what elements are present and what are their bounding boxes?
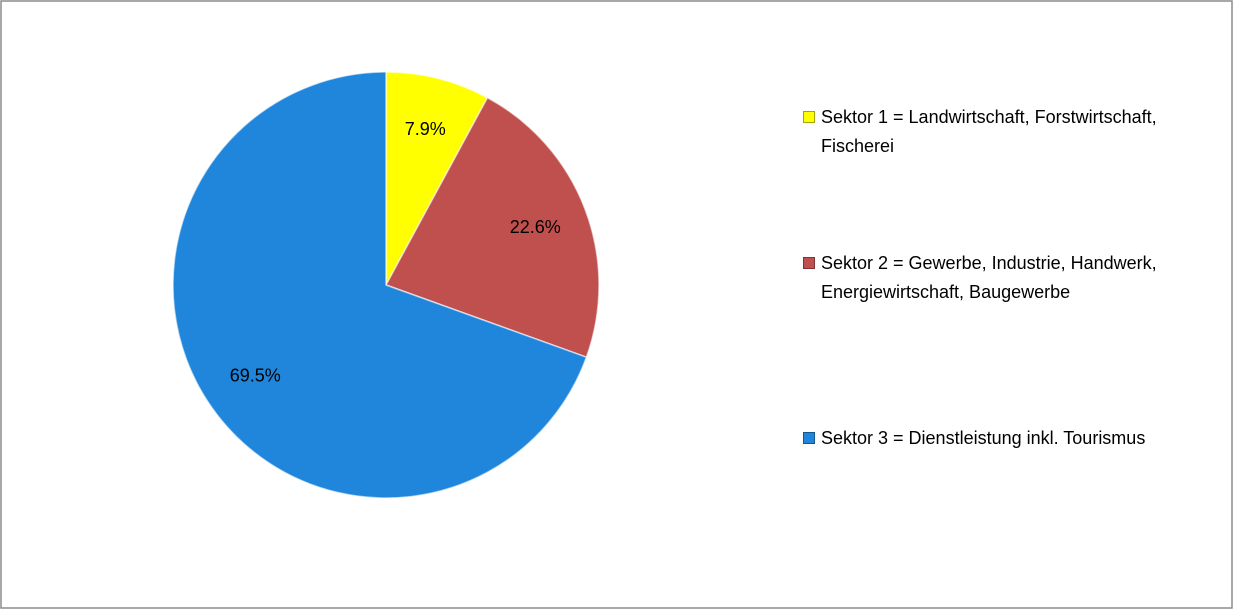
legend-item: Sektor 3 = Dienstleistung inkl. Tourismu…: [803, 424, 1163, 453]
legend-swatch: [803, 432, 815, 444]
data-label: 69.5%: [230, 366, 281, 386]
pie-slice: [385, 71, 489, 286]
legend-swatch: [803, 257, 815, 269]
data-label: 22.6%: [510, 217, 561, 237]
legend-item: Sektor 2 = Gewerbe, Industrie, Handwerk,…: [803, 249, 1163, 307]
pie-slice: [384, 96, 600, 359]
data-label: 7.9%: [405, 119, 446, 139]
legend-label: Sektor 3 = Dienstleistung inkl. Tourismu…: [821, 428, 1146, 448]
legend-swatch: [803, 111, 815, 123]
pie-slice: [172, 71, 588, 499]
legend-label: Sektor 2 = Gewerbe, Industrie, Handwerk,…: [821, 253, 1157, 302]
legend-label: Sektor 1 = Landwirtschaft, Forstwirtscha…: [821, 107, 1157, 156]
legend-item: Sektor 1 = Landwirtschaft, Forstwirtscha…: [803, 103, 1163, 161]
